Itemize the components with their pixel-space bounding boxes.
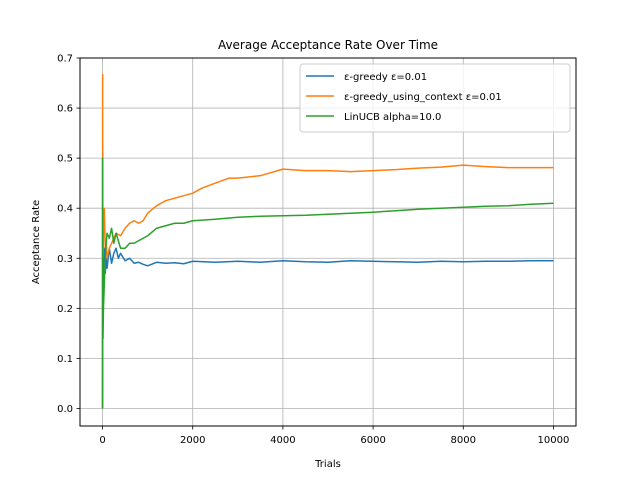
- series-lines: [101, 73, 554, 409]
- y-tick-label: 0.2: [57, 304, 73, 315]
- legend-box: [299, 63, 571, 133]
- y-tick-label: 0.4: [57, 204, 73, 215]
- chart-title: Average Acceptance Rate Over Time: [218, 38, 438, 52]
- y-tick-label: 0.0: [57, 404, 73, 415]
- x-tick-label: 8000: [451, 435, 476, 446]
- legend-label: ε-greedy_using_context ε=0.01: [344, 92, 502, 103]
- y-tick-label: 0.7: [57, 54, 73, 65]
- y-tick-label: 0.6: [57, 104, 73, 115]
- series-line-1: [101, 157, 554, 409]
- axis-ticks: 0 2000 4000 6000 8000 10000 0.0 0.1 0.2 0.3 0.4 0.5…: [57, 54, 569, 447]
- plot-area-frame: [79, 57, 577, 427]
- legend: ε-greedy ε=0.01 ε-greedy_using_context ε=…: [299, 63, 571, 133]
- legend-label: LinUCB alpha=10.0: [344, 112, 441, 123]
- x-tick-label: 2000: [180, 435, 205, 446]
- y-axis-title: Acceptance Rate: [31, 200, 42, 284]
- x-tick-label: 10000: [538, 435, 570, 446]
- y-tick-label: 0.5: [57, 154, 73, 165]
- series-line-3: [101, 157, 554, 409]
- x-tick-label: 4000: [270, 435, 295, 446]
- y-tick-label: 0.3: [57, 254, 73, 265]
- y-tick-label: 0.1: [57, 354, 73, 365]
- x-tick-label: 6000: [360, 435, 385, 446]
- x-axis-title: Trials: [314, 459, 341, 470]
- x-tick-label: 0: [99, 435, 105, 446]
- legend-label: ε-greedy ε=0.01: [344, 72, 427, 83]
